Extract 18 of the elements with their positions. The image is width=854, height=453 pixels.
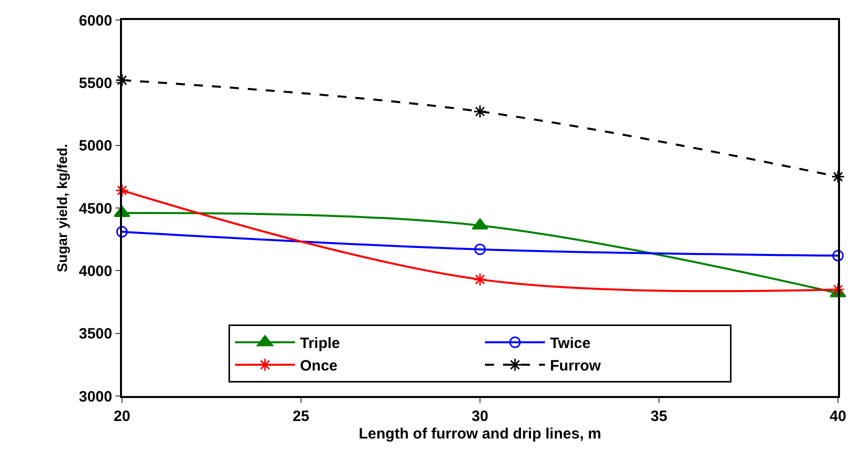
legend-label: Twice	[550, 335, 591, 352]
y-tick-label: 3500	[78, 326, 112, 343]
y-tick-label: 4000	[78, 262, 112, 280]
y-tick-label: 5000	[78, 138, 112, 155]
y-tick-label: 5500	[78, 74, 112, 92]
x-tick-label: 25	[292, 408, 310, 425]
x-axis-title: Length of furrow and drip lines, m	[358, 425, 602, 442]
x-tick-label: 35	[650, 408, 668, 425]
legend-label: Furrow	[550, 358, 602, 375]
legend-label: Once	[300, 358, 338, 375]
legend-label: Triple	[300, 335, 340, 352]
y-tick-label: 3000	[78, 388, 112, 406]
x-tick-label: 40	[830, 408, 846, 425]
y-axis-title: Sugar yield, kg/fed.	[54, 144, 70, 272]
x-tick-label: 20	[114, 408, 130, 425]
y-tick-label: 6000	[78, 12, 112, 30]
y-tick-label: 4500	[78, 200, 112, 218]
x-tick-label: 30	[472, 408, 488, 425]
